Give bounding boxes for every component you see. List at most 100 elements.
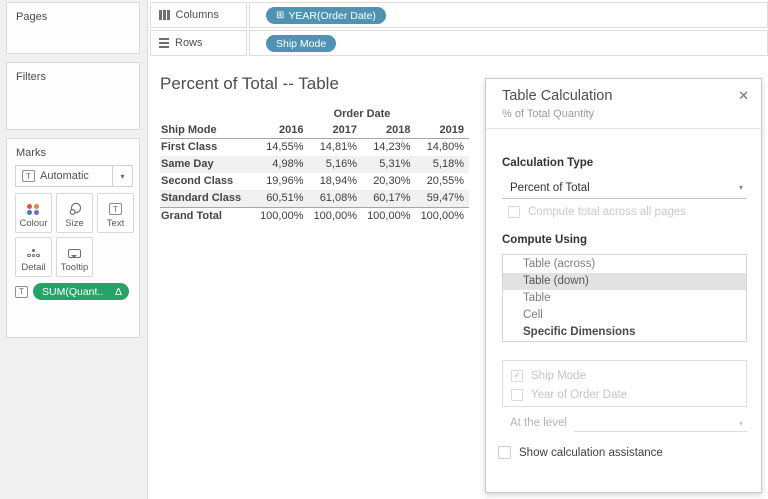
columns-shelf[interactable]: ⊞ YEAR(Order Date) xyxy=(249,2,768,28)
table-cell: 5,16% xyxy=(325,158,357,170)
sheet-title: Percent of Total -- Table xyxy=(160,74,339,93)
column-header-cell: 2017 xyxy=(332,124,357,136)
colour-button-label: Colour xyxy=(19,218,48,229)
table-cell: 100,00% xyxy=(313,210,357,222)
assistance-checkbox[interactable] xyxy=(498,446,511,459)
calculation-type-value: Percent of Total xyxy=(510,181,590,194)
table-cell: 61,08% xyxy=(319,192,357,204)
pages-shelf[interactable]: Pages xyxy=(6,2,140,54)
dimension-label: Year of Order Date xyxy=(531,388,628,401)
text-mark-icon: T xyxy=(22,170,35,182)
table-cell: 100,00% xyxy=(420,210,464,222)
detail-button-label: Detail xyxy=(21,262,46,273)
text-button[interactable]: T Text xyxy=(97,193,134,233)
column-header-cell: 2019 xyxy=(439,124,464,136)
mark-type-value: Automatic xyxy=(40,170,89,182)
rows-icon xyxy=(159,37,169,49)
compute-using-option[interactable]: Specific Dimensions xyxy=(523,326,636,338)
chevron-down-icon[interactable]: ▾ xyxy=(112,166,132,186)
table-row[interactable]: Grand Total 100,00% 100,00% 100,00% 100,00% xyxy=(160,207,469,224)
chevron-down-icon: ▾ xyxy=(738,418,743,428)
table-cell: 14,23% xyxy=(373,141,411,153)
compute-using-label: Compute Using xyxy=(502,234,587,246)
pivot-table-header: Ship Mode 2016 2017 2018 2019 xyxy=(160,122,469,139)
rows-shelf[interactable]: Ship Mode xyxy=(249,30,768,56)
compute-using-option[interactable]: Table xyxy=(523,292,551,304)
rows-shelf-label-box: Rows xyxy=(150,30,247,56)
plus-box-icon[interactable]: ⊞ xyxy=(276,9,285,21)
assistance-checkbox-row[interactable]: Show calculation assistance xyxy=(498,446,663,459)
marks-label: Marks xyxy=(16,147,46,159)
marks-card: Marks T Automatic ▾ Colour Size T Tex xyxy=(6,138,140,338)
close-icon[interactable]: ✕ xyxy=(738,88,749,103)
text-icon: T xyxy=(109,200,122,218)
dimension-checkbox xyxy=(511,388,523,401)
table-row[interactable]: Standard Class 60,51% 61,08% 60,17% 59,47% xyxy=(160,190,469,207)
row-label: First Class xyxy=(161,141,218,153)
table-cell: 20,55% xyxy=(426,175,464,187)
pivot-table: Order Date Ship Mode 2016 2017 2018 2019 Fi… xyxy=(160,106,469,224)
compute-total-checkbox xyxy=(508,206,520,218)
table-calculation-dialog: Table Calculation % of Total Quantity ✕ … xyxy=(485,78,762,493)
text-button-label: Text xyxy=(106,218,125,229)
detail-icon xyxy=(27,244,40,262)
rows-pill[interactable]: Ship Mode xyxy=(266,35,337,52)
compute-total-label: Compute total across all pages xyxy=(528,206,686,218)
dimension-label: Ship Mode xyxy=(531,369,586,382)
rows-shelf-label: Rows xyxy=(175,37,203,49)
colour-icon xyxy=(27,200,40,218)
calculation-type-select[interactable]: Percent of Total ▾ xyxy=(502,177,747,199)
row-label: Second Class xyxy=(161,175,234,187)
row-dimension-header: Ship Mode xyxy=(161,124,217,136)
table-cell: 14,80% xyxy=(426,141,464,153)
table-cell: 60,51% xyxy=(266,192,304,204)
measure-pill[interactable]: SUM(Quant.. Δ xyxy=(33,283,129,300)
tooltip-icon xyxy=(68,244,81,262)
size-button-label: Size xyxy=(65,218,84,229)
dialog-title: Table Calculation xyxy=(502,88,613,104)
table-cell: 100,00% xyxy=(260,210,304,222)
table-cell: 59,47% xyxy=(426,192,464,204)
table-cell: 5,18% xyxy=(432,158,464,170)
compute-using-option[interactable]: Table (down) xyxy=(503,273,746,290)
column-header-cell: 2016 xyxy=(279,124,304,136)
dimension-row: Year of Order Date xyxy=(511,385,746,404)
row-label: Grand Total xyxy=(161,210,222,222)
size-button[interactable]: Size xyxy=(56,193,93,233)
dimension-checkbox: ✓ xyxy=(511,369,523,382)
columns-pill[interactable]: ⊞ YEAR(Order Date) xyxy=(266,7,386,24)
table-row[interactable]: Same Day 4,98% 5,16% 5,31% 5,18% xyxy=(160,156,469,173)
measure-pill-row: T SUM(Quant.. Δ xyxy=(15,283,129,300)
specific-dimensions-listbox: ✓ Ship Mode Year of Order Date xyxy=(502,360,747,407)
pages-label: Pages xyxy=(16,11,48,23)
tooltip-button[interactable]: Tooltip xyxy=(56,237,93,277)
table-cell: 14,55% xyxy=(266,141,304,153)
filters-shelf[interactable]: Filters xyxy=(6,62,140,130)
table-row[interactable]: First Class 14,55% 14,81% 14,23% 14,80% xyxy=(160,139,469,156)
detail-button[interactable]: Detail xyxy=(15,237,52,277)
table-cell: 60,17% xyxy=(373,192,411,204)
columns-shelf-label-box: Columns xyxy=(150,2,247,28)
table-cell: 18,94% xyxy=(319,175,357,187)
table-cell: 19,96% xyxy=(266,175,304,187)
table-calc-delta-icon: Δ xyxy=(114,285,122,298)
assistance-label: Show calculation assistance xyxy=(519,446,663,459)
colour-button[interactable]: Colour xyxy=(15,193,52,233)
compute-using-option[interactable]: Table (across) xyxy=(523,258,596,270)
row-label: Standard Class xyxy=(161,192,242,204)
compute-using-listbox: Table (across) Table (down) Table Cell Speci… xyxy=(502,254,747,342)
compute-total-checkbox-row: Compute total across all pages xyxy=(508,206,686,218)
left-panel: Pages Filters Marks T Automatic ▾ Colour xyxy=(0,0,148,499)
mark-type-dropdown[interactable]: T Automatic ▾ xyxy=(15,165,133,187)
table-cell: 100,00% xyxy=(367,210,411,222)
table-cell: 4,98% xyxy=(272,158,304,170)
at-the-level-select: ▾ xyxy=(574,415,747,432)
rows-pill-label: Ship Mode xyxy=(276,37,327,50)
table-cell: 20,30% xyxy=(373,175,411,187)
columns-pill-label: YEAR(Order Date) xyxy=(288,9,376,22)
at-the-level-label: At the level xyxy=(510,417,567,429)
table-row[interactable]: Second Class 19,96% 18,94% 20,30% 20,55% xyxy=(160,173,469,190)
compute-using-option[interactable]: Cell xyxy=(523,309,543,321)
dialog-subtitle: % of Total Quantity xyxy=(502,108,595,120)
